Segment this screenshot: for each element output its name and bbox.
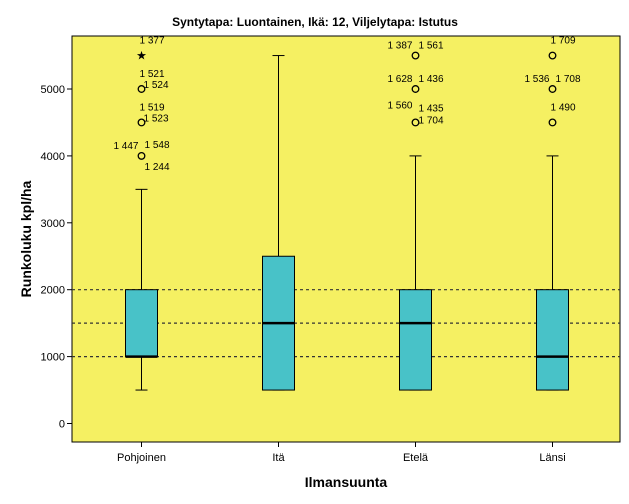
box-länsi [536, 155, 569, 391]
box-pohjoinen [125, 188, 158, 391]
box-etelä [399, 155, 432, 391]
x-axis: Pohjoinen Itä Etelä Länsi [117, 442, 566, 464]
box-iqr [125, 289, 158, 358]
outlier-label: 1 387 [387, 41, 412, 52]
outlier-circle [548, 85, 557, 93]
box-iqr [399, 289, 432, 391]
outlier-label: 1 524 [144, 80, 169, 91]
outlier-label: 1 704 [419, 115, 444, 126]
y-axis: 0 1000 2000 3000 4000 5000 [41, 84, 72, 431]
chart-title: Syntytapa: Luontainen, Ikä: 12, Viljelyt… [172, 15, 458, 29]
y-tick-label: 0 [59, 419, 65, 431]
y-tick-label: 2000 [41, 285, 65, 297]
y-axis-title: Runkoluku kpl/ha [18, 180, 34, 297]
outlier-label: 1 628 [387, 74, 412, 85]
outlier-label: 1 490 [551, 102, 576, 113]
outlier-label: 1 377 [140, 36, 165, 47]
reference-lines [72, 289, 620, 358]
outlier-circle [137, 151, 146, 160]
outlier-circle [548, 51, 557, 60]
y-tick-label: 3000 [41, 218, 65, 230]
box-iqr [536, 289, 569, 391]
outlier-label: 1 521 [140, 69, 165, 80]
outlier-label: 1 435 [419, 103, 444, 114]
outlier-circle [411, 118, 420, 127]
y-tick-label: 4000 [41, 151, 65, 163]
outlier-label: 1 523 [144, 113, 169, 124]
box-itä [262, 55, 295, 391]
outlier-circle [411, 85, 420, 93]
plot-area [71, 35, 621, 443]
outlier-circle [137, 118, 146, 127]
outlier-label: 1 708 [556, 74, 581, 85]
outlier-label: 1 436 [419, 74, 444, 85]
outlier-circle [548, 118, 557, 127]
outlier-label: 1 560 [387, 100, 412, 111]
x-tick-label: Etelä [403, 452, 429, 464]
x-tick-label: Länsi [539, 452, 565, 464]
outlier-star: ★ [136, 49, 147, 63]
outlier-circle [411, 51, 420, 60]
outlier-label: 1 519 [140, 102, 165, 113]
outlier-label: 1 536 [524, 74, 549, 85]
outlier-label: 1 561 [419, 41, 444, 52]
x-tick-label: Itä [272, 452, 285, 464]
outlier-circle [137, 85, 146, 93]
outlier-label: 1 244 [145, 162, 170, 173]
y-tick-label: 1000 [41, 352, 65, 364]
x-tick-label: Pohjoinen [117, 452, 166, 464]
x-axis-title: Ilmansuunta [305, 474, 388, 490]
outlier-label: 1 548 [145, 140, 170, 151]
outlier-label: 1 709 [551, 36, 576, 47]
y-tick-label: 5000 [41, 84, 65, 96]
boxes [125, 55, 569, 391]
outlier-label: 1 447 [113, 141, 138, 152]
